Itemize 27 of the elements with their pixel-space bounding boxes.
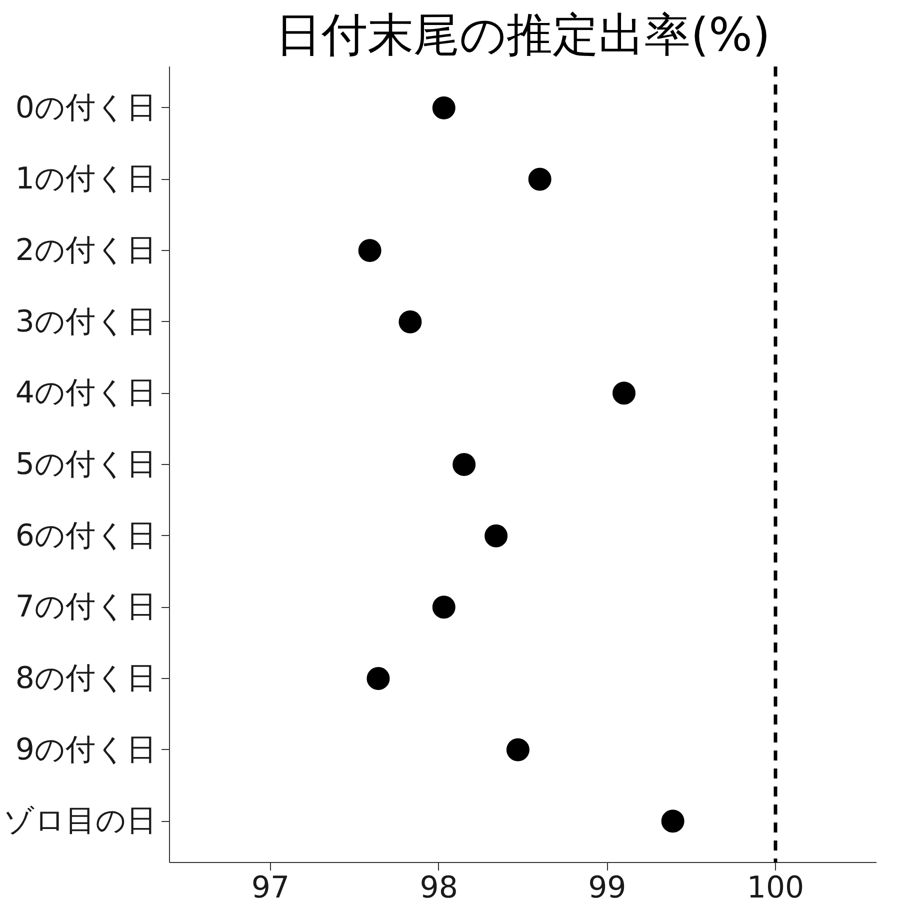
y-tick-label: 4の付く日 <box>15 376 157 411</box>
y-tick-label: 6の付く日 <box>15 518 157 554</box>
x-tick-label: 98 <box>420 870 458 900</box>
y-tick-label: 0の付く日 <box>15 90 157 126</box>
point <box>366 667 390 690</box>
point <box>661 810 684 833</box>
point <box>612 382 636 405</box>
point <box>432 596 456 619</box>
x-tick-label: 99 <box>588 870 626 900</box>
y-tick-label: ゾロ目の日 <box>4 804 156 839</box>
x-tick-label: 97 <box>251 870 290 900</box>
point <box>452 453 476 476</box>
y-tick-label: 8の付く日 <box>15 660 157 696</box>
point <box>432 96 456 120</box>
point <box>358 239 382 262</box>
y-tick-label: 1の付く日 <box>15 162 157 197</box>
y-tick-label: 5の付く日 <box>15 447 157 482</box>
y-tick-label: 2の付く日 <box>15 233 157 268</box>
point <box>506 738 530 762</box>
chart-title: 日付末尾の推定出率(%) <box>276 8 770 62</box>
y-tick-label: 9の付く日 <box>15 732 157 768</box>
y-tick-label: 3の付く日 <box>15 304 157 340</box>
point <box>484 524 508 548</box>
point <box>398 310 422 334</box>
x-tick-label: 100 <box>746 870 804 900</box>
y-tick-label: 7の付く日 <box>15 590 157 625</box>
point <box>528 168 552 191</box>
